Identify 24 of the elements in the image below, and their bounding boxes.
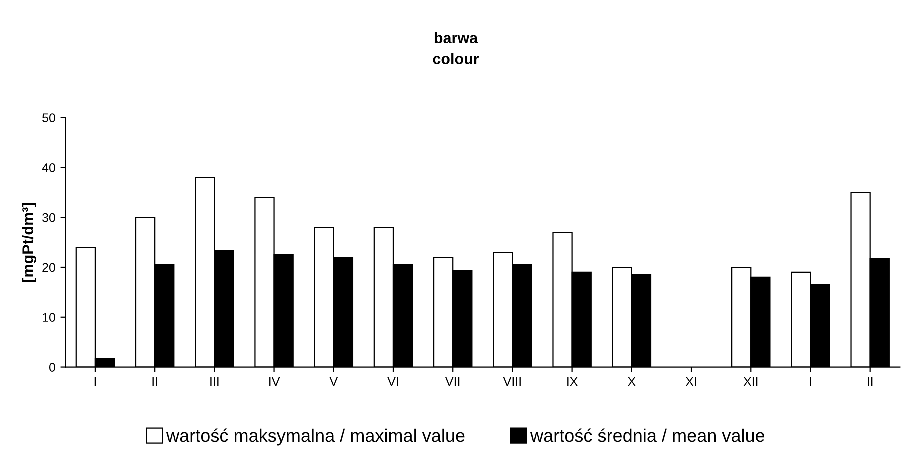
y-tick-label: 40 <box>42 164 56 172</box>
x-tick-label: I <box>810 377 812 386</box>
y-tick-label: 20 <box>42 263 56 272</box>
chart-title: barwa colour <box>433 32 480 64</box>
x-tick-label: I <box>94 377 96 386</box>
y-tick-label: 30 <box>42 213 56 222</box>
x-tick-label: XI <box>686 377 696 386</box>
x-tick-label: X <box>628 377 636 386</box>
y-tick-label: 50 <box>42 114 56 122</box>
x-tick-label: IV <box>270 377 280 386</box>
x-tick-label: VI <box>388 377 398 386</box>
x-tick-label: V <box>330 377 338 386</box>
legend-label: wartość maksymalna / maximal value <box>166 428 465 446</box>
x-tick-label: IX <box>568 377 578 386</box>
x-tick-label: II <box>868 377 873 386</box>
x-tick-label: XII <box>744 377 758 386</box>
legend-label: wartość średnia / mean value <box>530 428 765 442</box>
x-tick-label: VIII <box>503 377 521 386</box>
x-tick-label: VII <box>446 377 460 386</box>
y-axis-title: [mgPt/dm³] <box>22 203 36 282</box>
x-tick-label: III <box>210 377 219 386</box>
y-tick-label: 0 <box>49 363 56 372</box>
x-tick-label: II <box>152 377 158 386</box>
y-tick-label: 10 <box>42 313 56 322</box>
